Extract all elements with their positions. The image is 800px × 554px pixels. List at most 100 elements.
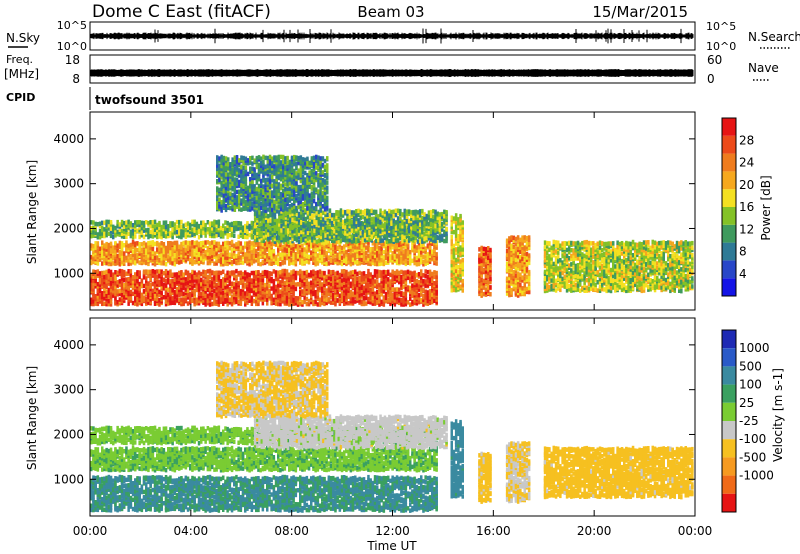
power-cell xyxy=(92,259,95,265)
power-cell xyxy=(169,300,172,306)
power-cell xyxy=(345,249,348,255)
power-cell xyxy=(112,293,115,298)
power-cell xyxy=(164,279,168,284)
power-cell xyxy=(116,270,119,275)
power-cell xyxy=(217,299,221,304)
power-cell xyxy=(285,297,289,302)
power-cell xyxy=(226,261,229,267)
power-cell xyxy=(248,272,251,278)
power-cell xyxy=(103,227,106,232)
power-cell xyxy=(274,301,278,306)
power-cell xyxy=(268,249,271,254)
power-cell xyxy=(140,220,144,226)
power-cell xyxy=(358,250,361,256)
power-cell xyxy=(376,241,379,246)
power-cell xyxy=(127,269,130,274)
power-cell xyxy=(338,293,342,298)
power-cell xyxy=(125,280,128,285)
power-cell xyxy=(125,230,128,235)
power-cell xyxy=(343,269,346,274)
power-cell xyxy=(263,253,267,259)
power-cell xyxy=(127,219,130,225)
power-cell xyxy=(112,272,115,277)
power-cell xyxy=(191,232,194,238)
power-cell xyxy=(241,271,245,277)
power-cell xyxy=(195,221,199,227)
power-cell xyxy=(303,291,306,297)
power-cell xyxy=(149,240,152,246)
power-cell xyxy=(307,285,311,291)
power-cell xyxy=(380,287,383,292)
power-cell xyxy=(147,281,150,286)
power-cell xyxy=(213,274,216,279)
power-cell xyxy=(129,272,133,278)
power-cell xyxy=(138,284,141,290)
power-cell xyxy=(371,241,375,246)
power-cell xyxy=(107,245,111,251)
power-cell xyxy=(384,255,388,261)
power-cell xyxy=(378,282,381,288)
power-cell xyxy=(180,277,183,283)
power-cell xyxy=(147,297,150,302)
power-cell xyxy=(140,292,144,298)
power-cell xyxy=(299,253,302,258)
freq-trace xyxy=(90,69,694,77)
power-cell xyxy=(153,230,157,235)
power-cell xyxy=(112,281,115,286)
power-cell xyxy=(109,302,113,307)
power-cell xyxy=(336,280,339,285)
power-cell xyxy=(193,293,196,299)
power-cell xyxy=(213,261,216,266)
power-cell xyxy=(156,297,159,302)
power-cell xyxy=(389,279,392,284)
power-cell xyxy=(376,299,379,304)
power-cell xyxy=(211,292,214,298)
power-cell xyxy=(402,270,405,275)
power-cell xyxy=(140,242,144,247)
power-cell xyxy=(206,251,210,256)
power-cell xyxy=(274,293,278,298)
power-cell xyxy=(96,286,100,291)
station-title: Dome C East (fitACF) xyxy=(92,2,271,22)
power-cell xyxy=(393,249,397,254)
power-cell xyxy=(369,261,372,267)
power-cell xyxy=(211,243,214,248)
power-cell xyxy=(323,253,326,258)
power-cell xyxy=(321,290,324,296)
power-cell xyxy=(252,249,256,255)
power-cell xyxy=(250,229,254,234)
power-cell xyxy=(184,243,188,248)
power-cell xyxy=(162,249,166,255)
power-cell xyxy=(294,251,298,257)
nave-right-tick-top: 60 xyxy=(707,53,722,67)
power-cell xyxy=(395,269,399,274)
power-cell xyxy=(131,260,135,265)
power-cell xyxy=(393,242,397,248)
power-cell xyxy=(413,244,416,249)
power-cell xyxy=(222,226,225,232)
power-cell xyxy=(255,276,258,281)
power-cell xyxy=(197,228,201,233)
power-cell xyxy=(109,294,113,300)
power-cell xyxy=(246,241,249,246)
power-cell xyxy=(123,269,126,275)
power-cell xyxy=(343,291,346,296)
power-cell xyxy=(250,235,254,240)
power-cell xyxy=(292,242,295,247)
power-cell xyxy=(354,260,357,265)
power-cell xyxy=(426,269,430,275)
power-cell xyxy=(235,289,238,295)
power-cell xyxy=(292,255,295,261)
power-cell xyxy=(270,241,273,246)
power-cell xyxy=(283,260,287,265)
power-cell xyxy=(318,300,322,305)
power-cell xyxy=(290,274,293,279)
power-cell xyxy=(316,302,320,307)
power-cell xyxy=(334,245,337,250)
power-cell xyxy=(233,290,236,296)
power-cell xyxy=(105,257,108,262)
power-cell xyxy=(400,297,403,303)
power-cell xyxy=(178,244,181,249)
power-cell xyxy=(105,279,108,284)
power-cell xyxy=(164,269,168,274)
